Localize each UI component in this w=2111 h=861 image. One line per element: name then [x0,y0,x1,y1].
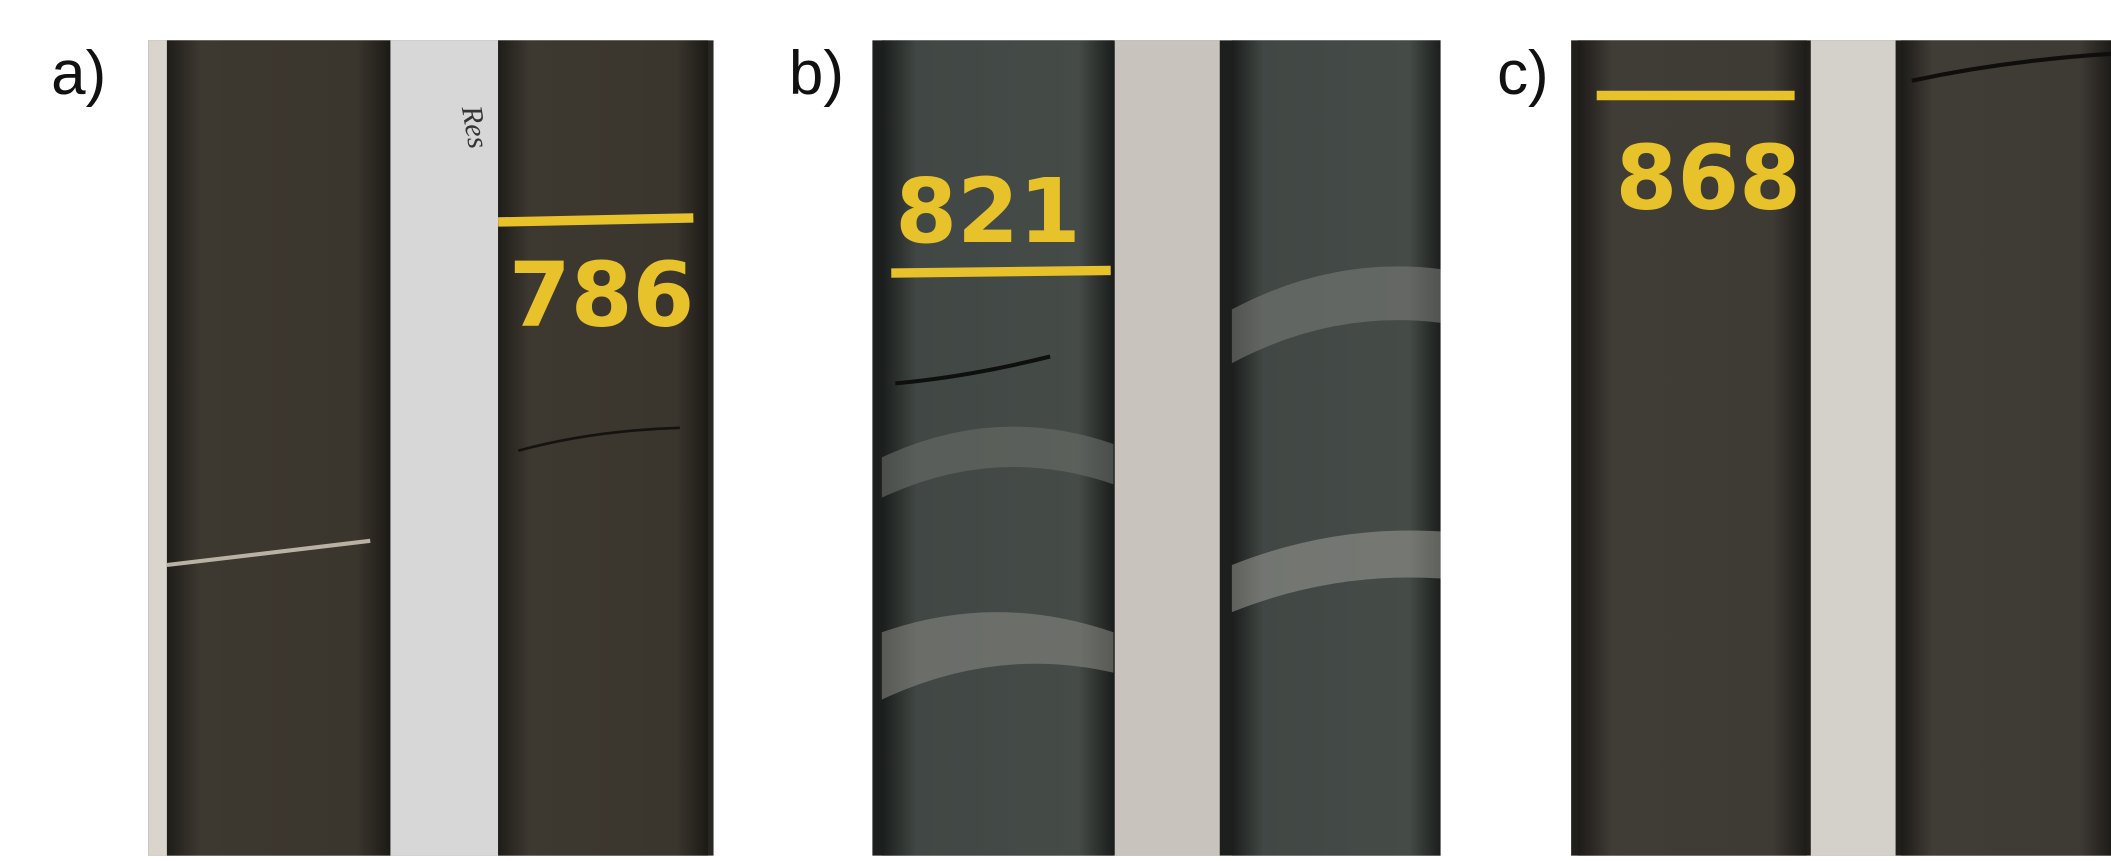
spacer-strip [390,40,498,855]
panel-b: 821 b) [789,39,1441,855]
core-tray-edge [148,40,167,855]
figure: Res 786 a) 821 b) 868 c) [0,0,2111,861]
depth-marking: 786 [509,244,694,347]
depth-line [498,218,693,222]
spacer-strip [1811,40,1896,855]
core [1232,40,1441,855]
depth-marking: 868 [1616,127,1801,230]
core [167,40,390,855]
panel-label: c) [1497,39,1549,108]
panel-label: a) [51,39,106,108]
spacer-strip [1115,40,1220,855]
page: Res 786 a) 821 b) 868 c) (() => { const … [0,0,2111,861]
depth-marking: 821 [895,160,1080,263]
panel-a: Res 786 a) [51,39,713,855]
depth-line [891,270,1110,273]
panel-label: b) [789,39,844,108]
panel-c: 868 c) [1497,39,2111,855]
core [1901,40,2111,855]
